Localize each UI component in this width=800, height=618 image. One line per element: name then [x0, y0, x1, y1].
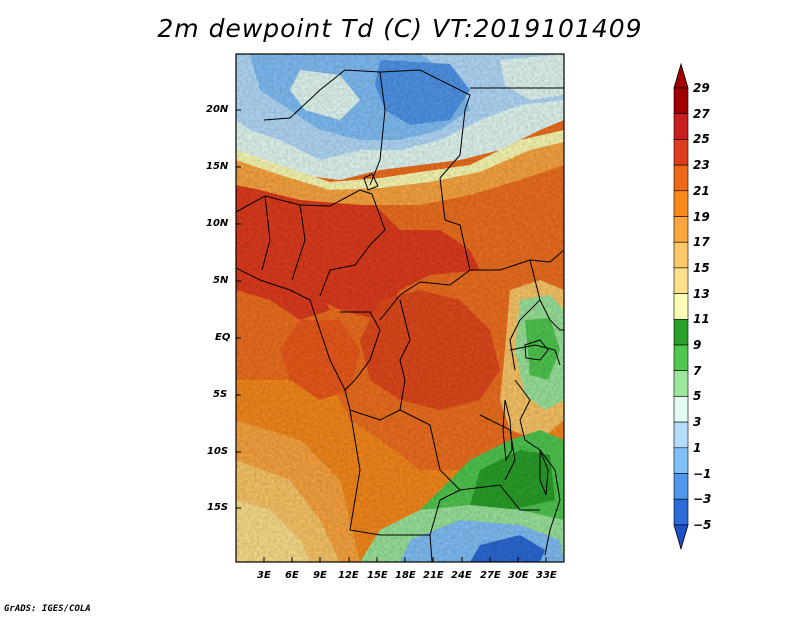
lon-label-6e: 6E [285, 570, 299, 581]
colorbar-swatch [673, 190, 689, 217]
colorbar-swatch [673, 241, 689, 269]
colorbar-swatch [673, 139, 689, 166]
lon-label-15e: 15E [367, 570, 388, 581]
colorbar-label: −3 [693, 492, 712, 507]
colorbar-label: 19 [693, 209, 710, 224]
lakes [363, 173, 549, 496]
lon-label-12e: 12E [338, 570, 359, 581]
colorbar-swatch [673, 473, 689, 500]
colorbar-swatch [673, 498, 689, 526]
colorbar-label: 15 [693, 260, 710, 275]
colorbar-bottom-arrow [673, 524, 689, 551]
lon-label-27e: 27E [480, 570, 501, 581]
colorbar-label: 13 [693, 286, 710, 301]
colorbar-swatch [673, 344, 689, 372]
colorbar-swatch [673, 87, 689, 115]
colorbar-label: 3 [693, 415, 702, 430]
colorbar-swatches [673, 62, 689, 551]
colorbar-swatch [673, 113, 689, 140]
colorbar-label: 25 [693, 132, 710, 147]
map-frame [235, 53, 565, 563]
colorbar-label: 17 [693, 235, 710, 250]
colorbar-top-arrow [673, 62, 689, 89]
lat-label-10s: 10S [207, 446, 229, 457]
lat-label-15n: 15N [206, 161, 229, 172]
credit-text: GrADS: IGES/COLA [4, 604, 91, 614]
colorbar-label: 7 [693, 363, 702, 378]
colorbar-label: −1 [693, 466, 712, 481]
colorbar-swatch [673, 396, 689, 423]
colorbar-label: 11 [693, 312, 710, 327]
colorbar-swatch [673, 164, 689, 192]
lat-label-10n: 10N [206, 218, 229, 229]
colorbar-label: −5 [693, 517, 712, 532]
colorbar-label: 1 [693, 440, 702, 455]
colorbar-label: 5 [693, 389, 702, 404]
colorbar-swatch [673, 318, 689, 346]
lon-label-3e: 3E [257, 570, 271, 581]
chart-title: 2m dewpoint Td (C) VT:2019101409 [157, 14, 643, 43]
colorbar-label: 23 [693, 158, 710, 173]
lon-label-21e: 21E [423, 570, 444, 581]
colorbar-swatch [673, 370, 689, 397]
country-borders [236, 69, 564, 562]
lat-label-15s: 15S [207, 502, 229, 513]
colorbar-label: 27 [693, 106, 710, 121]
lon-label-9e: 9E [313, 570, 327, 581]
lat-label-5s: 5S [213, 389, 228, 400]
lat-label-20n: 20N [206, 104, 229, 115]
axis-ticks [236, 109, 547, 562]
lon-label-24e: 24E [451, 570, 472, 581]
colorbar-swatch [673, 293, 689, 320]
dewpoint-field [236, 54, 564, 562]
colorbar-swatch [673, 421, 689, 449]
colorbar-label: 9 [693, 338, 702, 352]
colorbar-swatch [673, 216, 689, 243]
colorbar-label: 21 [693, 183, 710, 198]
lat-label-eq: EQ [215, 332, 231, 343]
colorbar-swatch [673, 267, 689, 294]
colorbar-label: 29 [693, 81, 710, 95]
lon-label-30e: 30E [508, 570, 529, 581]
lon-label-18e: 18E [395, 570, 416, 581]
lat-label-5n: 5N [213, 275, 229, 286]
lon-label-33e: 33E [536, 570, 557, 581]
colorbar-swatch [673, 447, 689, 474]
